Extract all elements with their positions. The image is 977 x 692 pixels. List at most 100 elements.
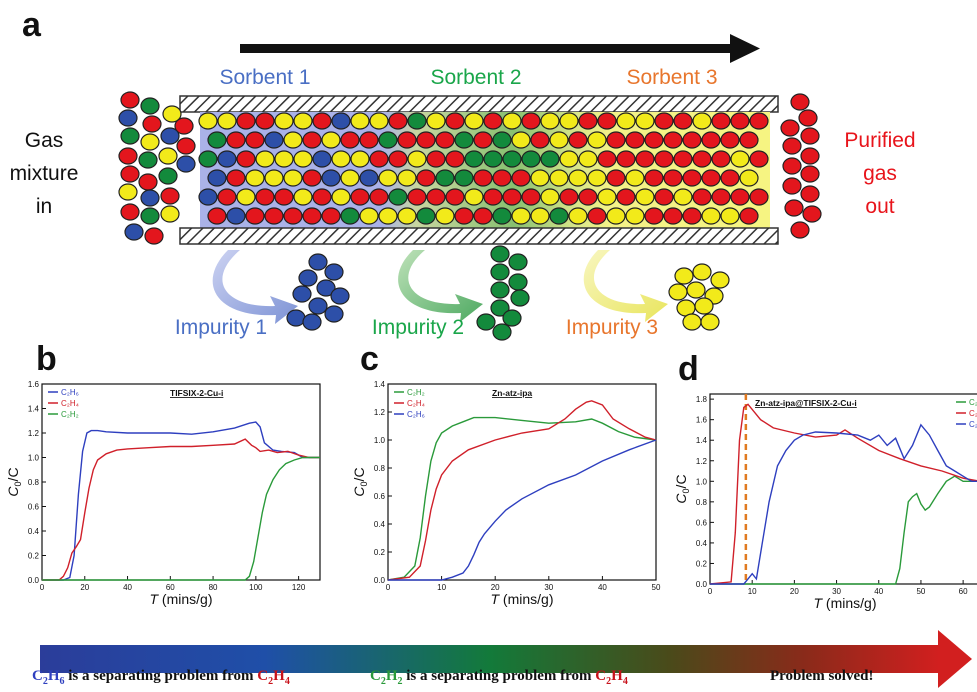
bed-molecule	[445, 188, 465, 206]
y-tick-label: 0.2	[28, 552, 40, 561]
impurity-1-molecule	[286, 309, 306, 327]
x-tick-label: 40	[598, 583, 607, 592]
bed-molecule	[530, 207, 550, 225]
impurity-1-molecule	[324, 305, 344, 323]
bed-molecule	[416, 207, 436, 225]
bed-molecule	[331, 150, 351, 168]
legend-label: C₂H₄	[407, 399, 425, 408]
y-tick-label: 1.4	[28, 405, 40, 414]
bed-molecule	[464, 188, 484, 206]
bed-molecule	[207, 207, 227, 225]
bed-molecule	[464, 150, 484, 168]
impurity-2-molecule	[490, 299, 510, 317]
bed-molecule	[682, 169, 702, 187]
bed-molecule	[321, 131, 341, 149]
x-tick-label: 20	[80, 583, 89, 592]
bed-molecule	[340, 169, 360, 187]
outlet-molecule	[782, 137, 802, 155]
inlet-molecule	[118, 147, 138, 165]
outlet-line-1: Purified	[844, 129, 915, 152]
bed-molecule	[350, 112, 370, 130]
bed-molecule	[236, 112, 256, 130]
legend-label: C₂H₆	[407, 410, 425, 419]
bed-molecule	[739, 131, 759, 149]
x-axis-label: T (mins/g)	[813, 595, 876, 611]
bed-molecule	[720, 169, 740, 187]
flow-arrow	[240, 34, 760, 63]
x-tick-label: 0	[40, 583, 45, 592]
bed-molecule	[359, 169, 379, 187]
y-axis-label: C0/C	[5, 467, 23, 496]
y-tick-label: 1.0	[28, 454, 40, 463]
bed-molecule	[397, 169, 417, 187]
chart-title: TIFSIX-2-Cu-i	[170, 388, 223, 398]
y-tick-label: 0.8	[28, 478, 40, 487]
bed-molecule	[255, 150, 275, 168]
y-tick-label: 0.4	[374, 520, 386, 529]
bed-molecule	[435, 207, 455, 225]
bed-molecule	[540, 112, 560, 130]
bed-molecule	[331, 188, 351, 206]
bed-molecule	[226, 207, 246, 225]
inlet-molecule	[138, 173, 158, 191]
inlet-molecule	[140, 97, 160, 115]
bed-molecule	[416, 131, 436, 149]
bed-molecule	[720, 131, 740, 149]
bed-molecule	[549, 169, 569, 187]
plot-frame	[709, 393, 977, 585]
bed-molecule	[530, 169, 550, 187]
bed-molecule	[426, 112, 446, 130]
outlet-molecule	[800, 165, 820, 183]
bed-molecule	[749, 150, 769, 168]
impurity-3-molecule	[692, 263, 712, 281]
outlet-molecule	[802, 205, 822, 223]
bed-molecule	[388, 188, 408, 206]
series-line-1	[710, 475, 977, 585]
bed-molecule	[473, 169, 493, 187]
bed-molecule	[540, 188, 560, 206]
bed-molecule	[606, 131, 626, 149]
x-tick-label: 50	[652, 583, 661, 592]
y-tick-label: 1.2	[374, 408, 386, 417]
inlet-molecule	[120, 165, 140, 183]
legend-label: C₂H	[969, 398, 977, 407]
bed-molecule	[217, 112, 237, 130]
x-tick-label: 120	[292, 583, 306, 592]
bed-molecule	[369, 150, 389, 168]
bed-molecule	[549, 131, 569, 149]
bed-molecule	[255, 112, 275, 130]
x-tick-label: 10	[437, 583, 446, 592]
bed-molecule	[492, 131, 512, 149]
bed-molecule	[226, 169, 246, 187]
inlet-molecule	[142, 115, 162, 133]
bed-molecule	[454, 207, 474, 225]
impurity-2-molecule	[510, 289, 530, 307]
y-axis-label: C0/C	[351, 467, 369, 496]
bed-molecule	[616, 188, 636, 206]
y-tick-label: 1.4	[374, 380, 386, 389]
bed-molecule	[654, 188, 674, 206]
outlet-molecule	[800, 185, 820, 203]
inlet-molecule	[162, 105, 182, 123]
bed-molecule	[711, 188, 731, 206]
bed-molecule	[730, 150, 750, 168]
inlet-molecule	[140, 133, 160, 151]
bed-molecule	[502, 112, 522, 130]
bed-molecule	[302, 131, 322, 149]
chart-title: Zn-atz-ipa	[492, 388, 532, 398]
bed-molecule	[521, 112, 541, 130]
y-tick-label: 0.6	[28, 503, 40, 512]
y-tick-label: 1.0	[696, 477, 708, 486]
legend-label: C₂H₆	[61, 388, 79, 397]
y-tick-label: 1.2	[28, 429, 40, 438]
impurity-3-arrow	[583, 250, 668, 322]
inlet-molecule	[140, 207, 160, 225]
inlet-molecule	[176, 155, 196, 173]
bed-molecule	[407, 112, 427, 130]
bed-molecule	[293, 188, 313, 206]
y-tick-label: 1.4	[696, 436, 708, 445]
impurity-1-label: Impurity 1	[175, 316, 267, 339]
x-tick-label: 50	[916, 587, 925, 596]
chart-title: Zn-atz-ipa@TIFSIX-2-Cu-i	[755, 398, 857, 408]
